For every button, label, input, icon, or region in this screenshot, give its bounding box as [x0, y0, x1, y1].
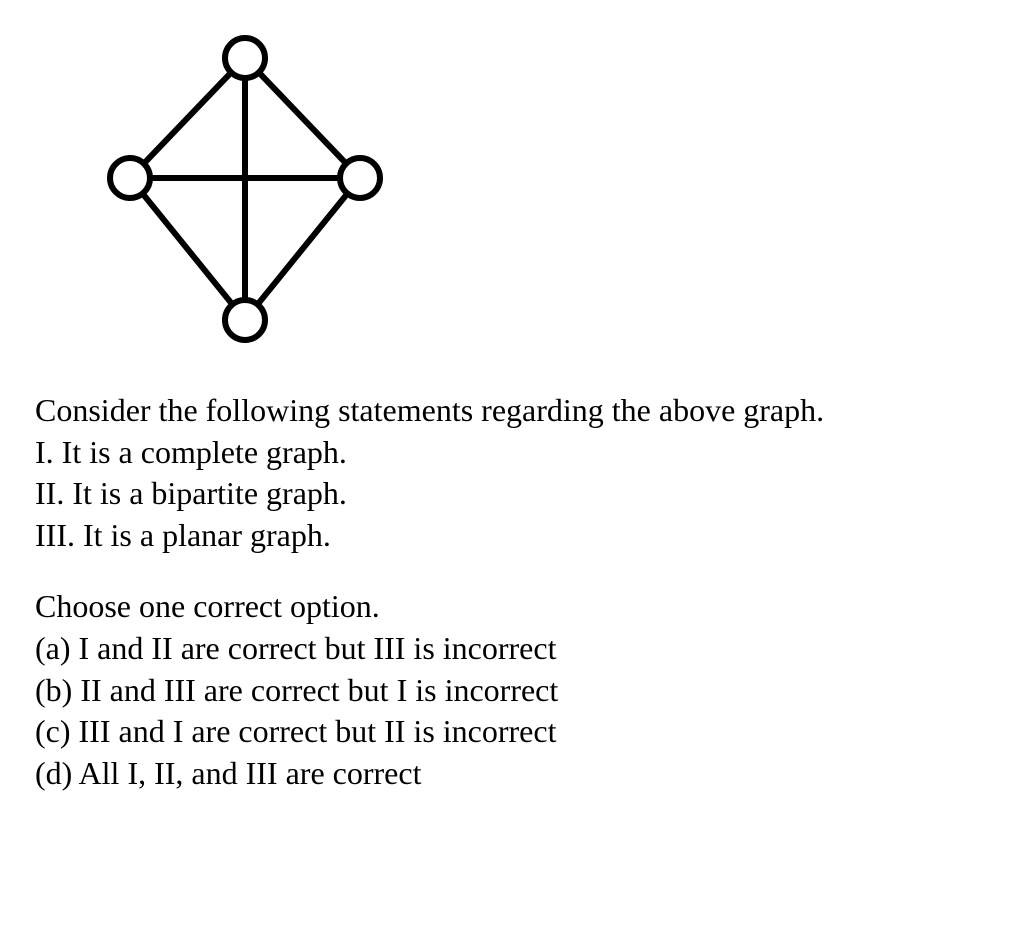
graph-node — [225, 38, 265, 78]
graph-figure — [80, 30, 1000, 350]
graph-edge — [130, 58, 245, 178]
option-b: (b) II and III are correct but I is inco… — [35, 670, 1000, 712]
graph-node — [340, 158, 380, 198]
statement-1: I. It is a complete graph. — [35, 432, 1000, 474]
option-c: (c) III and I are correct but II is inco… — [35, 711, 1000, 753]
graph-edge — [245, 178, 360, 320]
graph-svg — [80, 30, 410, 350]
options-block: Choose one correct option. (a) I and II … — [35, 586, 1000, 794]
graph-edge — [245, 58, 360, 178]
statement-2: II. It is a bipartite graph. — [35, 473, 1000, 515]
graph-node — [225, 300, 265, 340]
option-d: (d) All I, II, and III are correct — [35, 753, 1000, 795]
statement-3: III. It is a planar graph. — [35, 515, 1000, 557]
options-prompt: Choose one correct option. — [35, 586, 1000, 628]
graph-edge — [130, 178, 245, 320]
option-a: (a) I and II are correct but III is inco… — [35, 628, 1000, 670]
question-intro: Consider the following statements regard… — [35, 390, 1000, 432]
graph-node — [110, 158, 150, 198]
question-block: Consider the following statements regard… — [35, 390, 1000, 556]
